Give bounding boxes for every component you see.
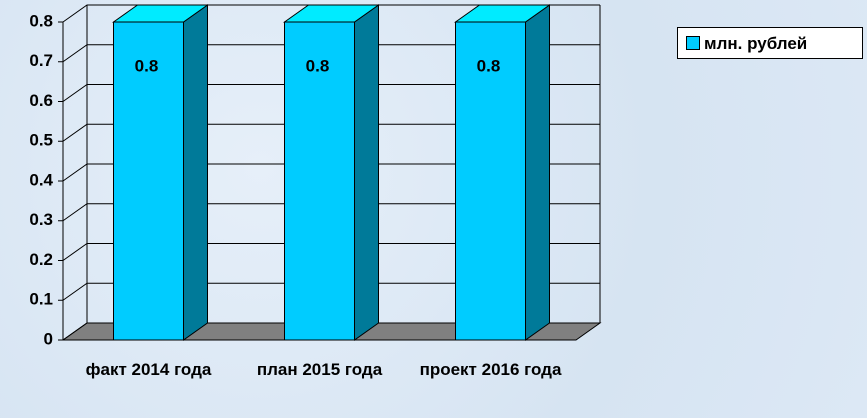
- x-tick-label: факт 2014 года: [85, 360, 212, 379]
- value-label: 0.8: [306, 56, 330, 75]
- grid-line: [62, 4, 600, 23]
- grid-line: [62, 243, 600, 261]
- bar-front: [113, 21, 184, 341]
- legend-label: млн. рублей: [704, 34, 808, 53]
- bar-front: [455, 21, 526, 341]
- grid-line: [62, 203, 600, 222]
- y-tick-label: 0: [44, 329, 53, 348]
- y-tick-label: 0.7: [29, 51, 53, 70]
- legend: млн. рублей: [677, 27, 863, 59]
- x-tick-label: проект 2016 года: [419, 360, 562, 379]
- bar: [453, 4, 552, 341]
- bar-side: [183, 4, 208, 341]
- y-tick-label: 0.8: [29, 11, 53, 30]
- x-tick-label: план 2015 года: [256, 360, 383, 379]
- grid-line: [62, 282, 600, 301]
- bar: [111, 4, 210, 341]
- value-label: 0.8: [477, 56, 501, 75]
- legend-swatch: [686, 36, 700, 50]
- grid-line: [62, 322, 600, 341]
- grid-line: [62, 84, 600, 102]
- value-label: 0.8: [135, 56, 159, 75]
- y-tick-label: 0.3: [29, 210, 53, 229]
- grid-line: [62, 44, 600, 63]
- y-tick-label: 0.1: [29, 290, 53, 309]
- grid-line: [62, 163, 600, 182]
- y-tick-label: 0.2: [29, 250, 53, 269]
- y-tick-label: 0.6: [29, 91, 53, 110]
- bar-front: [284, 21, 355, 341]
- bar-side: [525, 4, 550, 341]
- bar: [282, 4, 381, 341]
- y-tick-label: 0.5: [29, 131, 53, 150]
- y-tick-label: 0.4: [29, 170, 53, 189]
- bar-side: [354, 4, 379, 341]
- grid-line: [62, 123, 600, 142]
